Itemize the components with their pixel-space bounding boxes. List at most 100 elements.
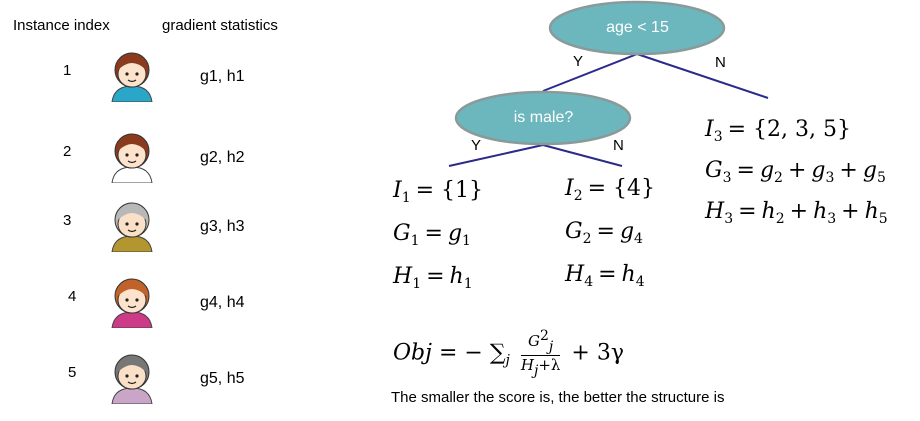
variable: G — [705, 158, 723, 183]
caption: The smaller the score is, the better the… — [391, 389, 725, 406]
subscript: 3 — [825, 170, 835, 186]
numerator: G — [528, 332, 540, 350]
root-node-shape — [548, 0, 726, 56]
subscript: 2 — [573, 188, 583, 204]
subscript: 1 — [401, 190, 411, 206]
instance-index: 5 — [68, 364, 77, 381]
leaf-1-formulas: I1 = {1} G1 = g1 H1 = h1 — [393, 173, 488, 302]
instance-index: 4 — [68, 288, 77, 305]
operator: = {4} — [587, 176, 656, 201]
subscript: 5 — [878, 211, 888, 227]
variable: I — [705, 117, 714, 142]
subscript: 3 — [713, 129, 723, 145]
gradient-stats: g3, h3 — [200, 218, 245, 235]
numerator-power: 2 — [540, 328, 549, 344]
woman-ponytail-icon — [111, 278, 153, 328]
grandma-icon — [111, 354, 153, 404]
denominator: H — [520, 356, 534, 374]
leaf-2-formulas: I2 = {4} G2 = g4 H4 = h4 — [565, 171, 660, 300]
gradient-stats: g2, h2 — [200, 149, 245, 166]
instance-index-header: Instance index — [13, 17, 110, 34]
root-no-edge — [636, 53, 769, 99]
instance-index: 1 — [63, 62, 72, 79]
leaf-formula-line: H3 = h2 + h3 + h5 — [705, 195, 888, 236]
variable: H — [565, 262, 585, 287]
gradient-statistics-header: gradient statistics — [162, 17, 278, 34]
operator: = {1} — [415, 178, 484, 203]
variable: G — [393, 221, 411, 246]
obj-eq: = − — [438, 340, 483, 366]
sum-index: j — [505, 352, 510, 369]
subscript: 4 — [584, 274, 594, 290]
variable: h — [813, 199, 828, 224]
subscript: 1 — [410, 233, 420, 249]
operator: = — [424, 221, 443, 246]
operator: = — [736, 158, 755, 183]
root-node-label: age < 15 — [606, 19, 669, 36]
leaf-formula-line: H1 = h1 — [393, 259, 488, 302]
child-node-shape — [454, 90, 632, 146]
subscript: 4 — [634, 231, 643, 247]
subscript: 1 — [463, 276, 473, 292]
operator: = — [598, 262, 617, 287]
obj-symbol: Obj — [393, 340, 432, 366]
fraction: G2j Hj+λ — [520, 328, 561, 379]
operator: + — [841, 199, 860, 224]
numerator-index: j — [548, 339, 554, 355]
root-yes-label: Y — [573, 53, 584, 70]
gradient-stats: g4, h4 — [200, 294, 245, 311]
operator: + — [839, 158, 858, 183]
leaf-formula-line: I1 = {1} — [393, 173, 488, 216]
leaf-3-formulas: I3 = {2, 3, 5} G3 = g2 + g3 + g5 H3 = h2 + h3 + h5 — [705, 113, 888, 236]
operator: = — [738, 199, 757, 224]
variable: g — [759, 158, 775, 183]
variable: G — [565, 219, 583, 244]
gradient-stats: g5, h5 — [200, 370, 245, 387]
operator: + — [787, 158, 807, 183]
subscript: 5 — [876, 170, 886, 186]
subscript: 2 — [774, 170, 783, 186]
leaf-formula-line: G2 = g4 — [565, 214, 660, 257]
variable: h — [621, 262, 636, 287]
subscript: 3 — [724, 211, 734, 227]
leaf-formula-line: H4 = h4 — [565, 257, 660, 300]
leaf-formula-line: G1 = g1 — [393, 216, 488, 259]
variable: h — [761, 199, 776, 224]
leaf-formula-line: G3 = g2 + g3 + g5 — [705, 154, 888, 195]
operator: = {2, 3, 5} — [727, 117, 852, 142]
variable: I — [565, 176, 574, 201]
root-no-label: N — [715, 54, 726, 71]
denominator-rest: +λ — [538, 356, 561, 374]
leaf-formula-line: I2 = {4} — [565, 171, 660, 214]
child-no-edge — [542, 144, 623, 167]
sum-symbol: ∑ — [489, 340, 506, 366]
subscript: 1 — [462, 233, 471, 249]
root-yes-edge — [542, 53, 638, 92]
variable: h — [864, 199, 879, 224]
subscript: 3 — [827, 211, 837, 227]
child-node-label: is male? — [513, 109, 574, 126]
denominator-index: j — [533, 363, 539, 379]
child-no-label: N — [613, 137, 624, 154]
gamma-term: + 3γ — [571, 340, 624, 366]
instance-index: 3 — [63, 212, 72, 229]
instance-index: 2 — [63, 143, 72, 160]
variable: g — [447, 221, 463, 246]
leaf-formula-line: I3 = {2, 3, 5} — [705, 113, 888, 154]
variable: g — [619, 219, 635, 244]
child-yes-edge — [448, 144, 544, 167]
gradient-stats: g1, h1 — [200, 68, 245, 85]
variable: h — [449, 264, 464, 289]
subscript: 2 — [775, 211, 785, 227]
girl-braids-icon — [111, 133, 153, 183]
operator: = — [596, 219, 615, 244]
variable: I — [393, 178, 402, 203]
variable: H — [705, 199, 725, 224]
subscript: 3 — [722, 170, 732, 186]
variable: g — [862, 158, 877, 183]
subscript: 1 — [412, 276, 422, 292]
grandpa-icon — [111, 202, 153, 252]
child-yes-label: Y — [471, 137, 482, 154]
